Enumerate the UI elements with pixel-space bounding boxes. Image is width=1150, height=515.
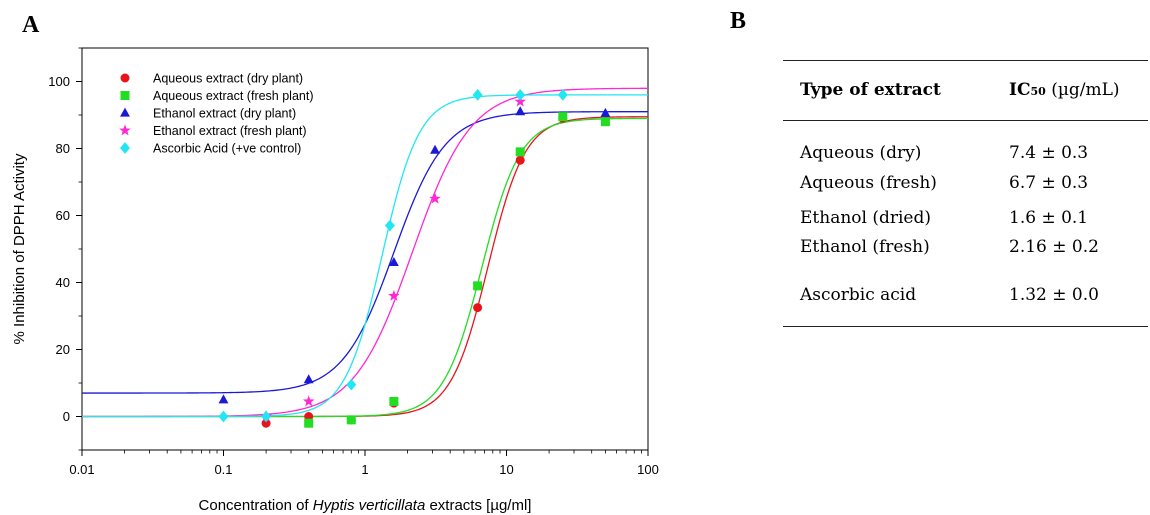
data-point-series-2 xyxy=(473,281,482,290)
legend-label-series-1: Aqueous extract (dry plant) xyxy=(153,72,303,86)
fit-curve-series-2 xyxy=(82,118,648,416)
data-point-series-2 xyxy=(304,419,313,428)
panel-b-label: B xyxy=(730,8,746,35)
x-tick-label: 100 xyxy=(637,462,659,477)
y-tick-label: 0 xyxy=(63,409,70,424)
row-type-ethanol-dried: Ethanol (dried) xyxy=(800,208,931,228)
row-type-aqueous-dry: Aqueous (dry) xyxy=(800,143,921,163)
data-point-series-5 xyxy=(385,220,395,232)
data-point-series-2 xyxy=(347,415,356,424)
row-value-ethanol-dried: 1.6 ± 0.1 xyxy=(1009,208,1088,228)
data-point-series-3 xyxy=(515,106,525,115)
row-value-ethanol-fresh: 2.16 ± 0.2 xyxy=(1009,237,1099,257)
legend-marker-series-5 xyxy=(120,142,130,154)
legend-label-series-2: Aqueous extract (fresh plant) xyxy=(153,89,314,103)
row-value-aqueous-dry: 7.4 ± 0.3 xyxy=(1009,143,1088,163)
row-type-ascorbic-acid: Ascorbic acid xyxy=(800,285,916,305)
x-tick-label: 0.01 xyxy=(69,462,94,477)
data-point-series-5 xyxy=(346,379,356,391)
data-point-series-1 xyxy=(516,156,525,165)
legend-marker-series-2 xyxy=(121,91,130,100)
y-tick-label: 80 xyxy=(56,141,70,156)
row-type-ethanol-fresh: Ethanol (fresh) xyxy=(800,237,930,257)
legend-label-series-5: Ascorbic Acid (+ve control) xyxy=(153,142,301,156)
data-point-series-2 xyxy=(558,112,567,121)
table-bottom-rule xyxy=(783,326,1148,327)
row-value-aqueous-fresh: 6.7 ± 0.3 xyxy=(1009,173,1088,193)
legend-label-series-4: Ethanol extract (fresh plant) xyxy=(153,124,307,138)
fit-curve-series-1 xyxy=(82,117,648,417)
col-header-type: Type of extract xyxy=(800,80,941,100)
col-header-ic50: IC50 (µg/mL) xyxy=(1009,80,1120,100)
data-point-series-5 xyxy=(219,411,229,423)
data-point-series-3 xyxy=(219,394,229,403)
y-axis-title: % Inhibition of DPPH Activity xyxy=(11,153,28,344)
legend-label-series-3: Ethanol extract (dry plant) xyxy=(153,107,296,121)
data-point-series-4 xyxy=(303,395,315,406)
row-value-ascorbic-acid: 1.32 ± 0.0 xyxy=(1009,285,1099,305)
x-tick-label: 0.1 xyxy=(214,462,232,477)
x-tick-label: 10 xyxy=(499,462,513,477)
dpph-inhibition-chart: 0.01 0.1 1 10 100 0 20 40 60 80 100 % Inhibition of… xyxy=(0,0,720,515)
y-tick-label: 100 xyxy=(48,74,70,89)
legend-marker-series-1 xyxy=(121,74,130,83)
data-point-series-3 xyxy=(600,108,610,117)
table-top-rule xyxy=(783,60,1148,61)
x-tick-label: 1 xyxy=(361,462,368,477)
data-point-series-2 xyxy=(516,147,525,156)
data-point-series-3 xyxy=(304,374,314,383)
y-tick-label: 60 xyxy=(56,208,70,223)
data-point-series-2 xyxy=(601,117,610,126)
data-point-series-1 xyxy=(473,303,482,312)
row-type-aqueous-fresh: Aqueous (fresh) xyxy=(800,173,937,193)
data-point-series-3 xyxy=(430,145,440,154)
data-point-series-5 xyxy=(515,89,525,101)
x-axis-title: Concentration of Hyptis verticillata ext… xyxy=(199,497,532,514)
y-tick-label: 20 xyxy=(56,342,70,357)
data-point-series-2 xyxy=(389,397,398,406)
y-tick-label: 40 xyxy=(56,275,70,290)
table-header-rule xyxy=(783,120,1148,121)
legend-marker-series-4 xyxy=(119,124,131,135)
data-point-series-5 xyxy=(473,89,483,101)
legend-marker-series-3 xyxy=(120,108,130,117)
